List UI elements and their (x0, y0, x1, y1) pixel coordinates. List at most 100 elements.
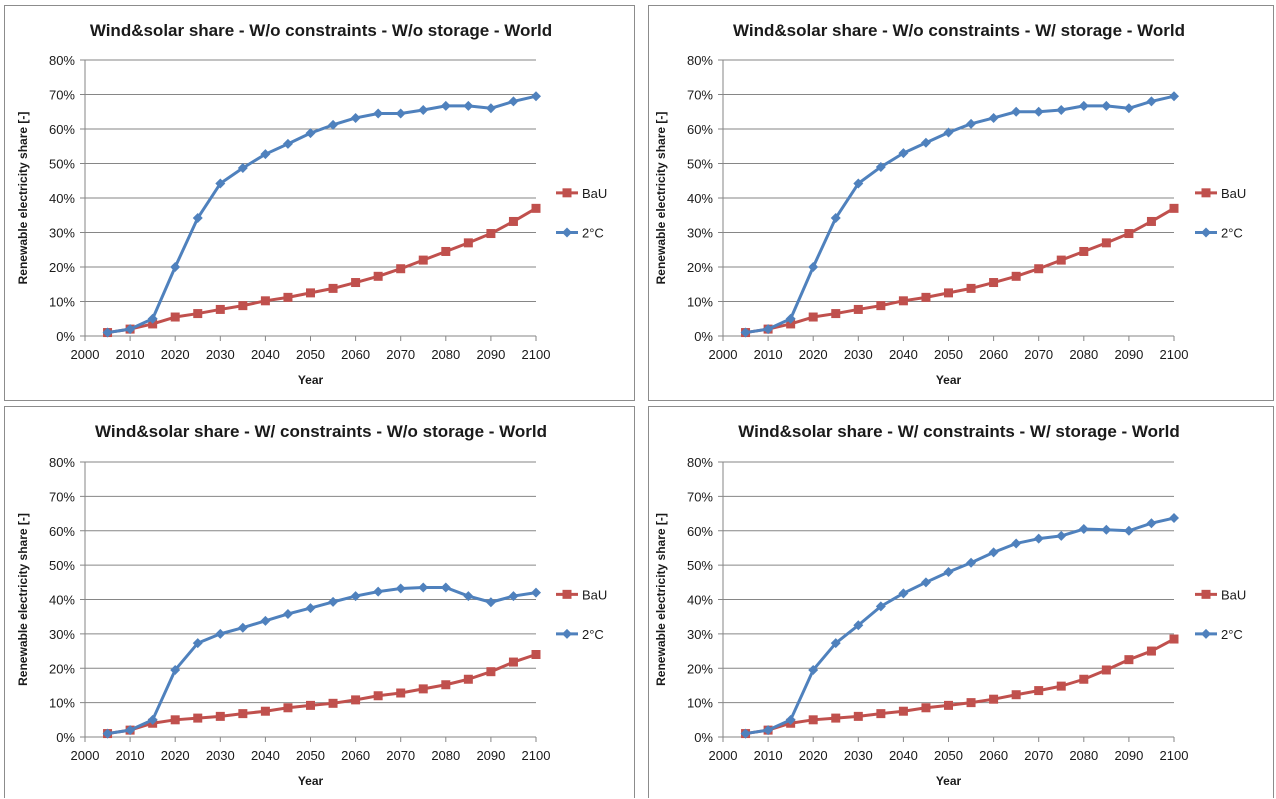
data-point (328, 119, 339, 130)
chart-1: Wind&solar share - W/o constraints - W/o… (16, 21, 607, 387)
data-point (193, 713, 203, 723)
data-point (785, 714, 796, 725)
series-2°C (740, 91, 1179, 338)
data-point (898, 588, 909, 599)
chart-title: Wind&solar share - W/ constraints - W/o … (95, 422, 547, 441)
x-tick-label: 2090 (476, 748, 505, 763)
data-point (763, 725, 774, 736)
data-point (238, 301, 248, 311)
data-point (1146, 216, 1156, 226)
data-point (148, 319, 158, 329)
data-point (1011, 538, 1022, 549)
data-point (830, 638, 841, 649)
data-point (1169, 513, 1179, 524)
x-tick-label: 2060 (341, 748, 370, 763)
data-point (305, 128, 316, 139)
data-point (170, 312, 180, 322)
data-point (1011, 271, 1021, 281)
data-point (418, 255, 428, 265)
legend-label: BaU (1221, 587, 1246, 602)
data-point (485, 103, 496, 114)
data-point (531, 203, 541, 213)
legend-label: BaU (582, 587, 607, 602)
data-point (966, 698, 976, 708)
y-tick-label: 50% (49, 157, 75, 172)
data-point (1011, 106, 1022, 117)
y-tick-label: 40% (49, 191, 75, 206)
data-point (875, 161, 886, 172)
y-tick-label: 30% (49, 627, 75, 642)
y-tick-label: 20% (687, 260, 713, 275)
chart-4: Wind&solar share - W/ constraints - W/ s… (654, 422, 1246, 788)
data-point (418, 105, 429, 116)
data-point (328, 698, 338, 708)
data-point (305, 603, 316, 614)
x-tick-label: 2070 (386, 748, 415, 763)
x-tick-label: 2060 (979, 748, 1008, 763)
legend-marker (1201, 227, 1211, 238)
chart-title: Wind&solar share - W/ constraints - W/ s… (738, 422, 1180, 441)
data-point (463, 591, 474, 602)
data-point (966, 557, 977, 568)
data-point (102, 728, 113, 739)
y-axis-label: Renewable electricity share [-] (654, 112, 668, 285)
x-tick-label: 2090 (476, 347, 505, 362)
data-point (1124, 655, 1134, 665)
data-point (1169, 634, 1179, 644)
data-point (531, 650, 541, 659)
data-point (1101, 238, 1111, 248)
data-point (763, 324, 774, 335)
legend-label: 2°C (1221, 226, 1243, 241)
data-point (943, 127, 954, 138)
data-point (508, 591, 519, 602)
legend-marker (1201, 188, 1211, 198)
y-tick-label: 70% (687, 489, 713, 504)
data-point (1169, 91, 1179, 102)
data-point (1033, 106, 1044, 117)
data-point (831, 713, 841, 723)
legend-marker (1201, 589, 1211, 599)
x-tick-label: 2100 (1160, 347, 1189, 362)
data-point (531, 587, 541, 598)
data-point (853, 178, 864, 189)
data-point (215, 628, 226, 639)
data-point (238, 709, 248, 719)
y-tick-label: 60% (687, 122, 713, 137)
x-tick-label: 2000 (71, 347, 100, 362)
data-point (147, 714, 158, 725)
data-point (1079, 674, 1089, 684)
data-point (740, 728, 751, 739)
y-tick-label: 50% (49, 558, 75, 573)
data-point (921, 292, 931, 302)
data-point (441, 680, 451, 690)
x-axis-label: Year (936, 774, 962, 788)
y-tick-label: 60% (687, 524, 713, 539)
data-point (373, 586, 384, 597)
data-point (1123, 103, 1134, 114)
legend-marker (562, 227, 572, 238)
x-tick-label: 2000 (709, 347, 738, 362)
y-tick-label: 0% (694, 329, 713, 344)
data-point (966, 283, 976, 293)
x-tick-label: 2020 (799, 748, 828, 763)
legend-label: 2°C (1221, 627, 1243, 642)
series-line (107, 94, 537, 335)
data-point (808, 312, 818, 322)
y-tick-label: 80% (687, 53, 713, 68)
data-point (898, 706, 908, 716)
x-tick-label: 2030 (844, 748, 873, 763)
chart-panel-2: Wind&solar share - W/o constraints - W/ … (648, 5, 1274, 401)
data-point (1034, 264, 1044, 274)
data-point (1101, 665, 1111, 675)
data-point (260, 149, 271, 160)
legend-label: 2°C (582, 226, 604, 241)
y-tick-label: 40% (687, 593, 713, 608)
x-axis-label: Year (298, 774, 324, 788)
data-point (808, 262, 819, 272)
data-point (1146, 96, 1157, 107)
chart-3: Wind&solar share - W/ constraints - W/o … (16, 422, 607, 788)
data-point (147, 313, 158, 324)
x-tick-label: 2090 (1114, 748, 1143, 763)
data-point (786, 319, 796, 329)
data-point (260, 615, 271, 626)
